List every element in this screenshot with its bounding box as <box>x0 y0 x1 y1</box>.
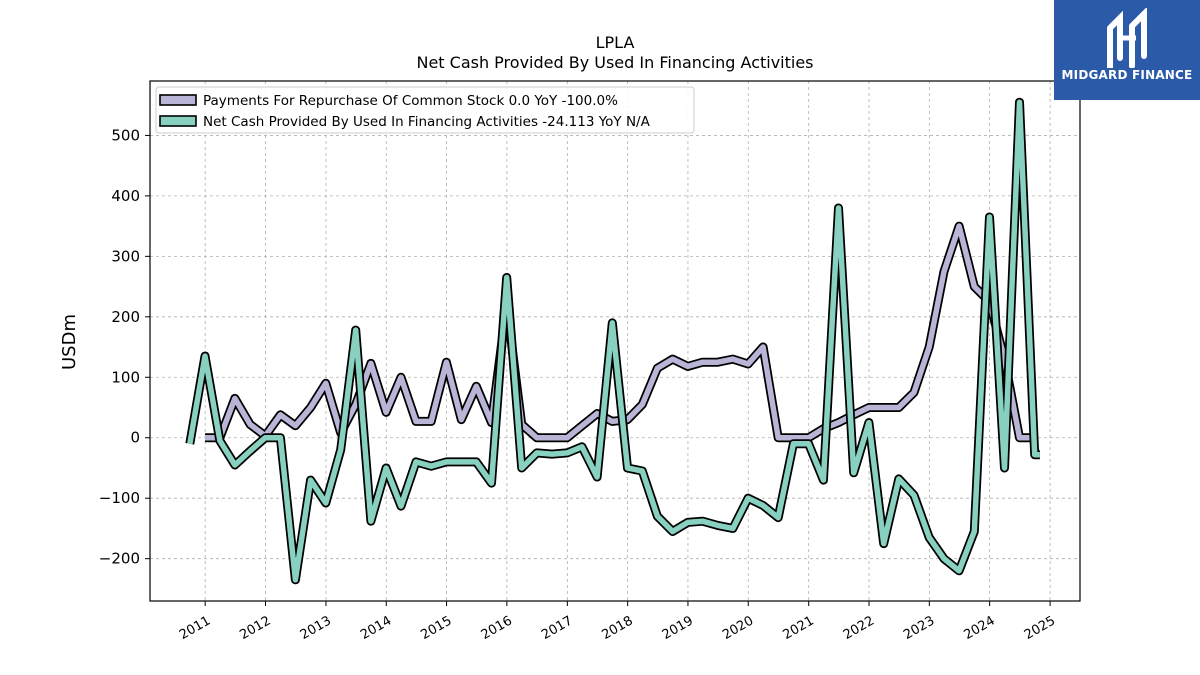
y-tick-label: 200 <box>111 308 140 326</box>
legend-label: Net Cash Provided By Used In Financing A… <box>203 114 651 130</box>
x-tick-label: 2019 <box>660 613 696 643</box>
x-tick-label: 2022 <box>841 613 877 643</box>
y-tick-label: −200 <box>99 550 140 568</box>
y-axis-label: USDm <box>59 314 80 370</box>
y-tick-label: 100 <box>111 368 140 386</box>
x-tick-label: 2017 <box>539 613 575 643</box>
brand-logo-icon <box>1107 8 1147 68</box>
x-tick-label: 2013 <box>298 613 334 643</box>
legend-swatch <box>159 94 197 106</box>
x-tick-label: 2012 <box>237 613 273 643</box>
x-tick-label: 2015 <box>418 613 454 643</box>
series-2 <box>185 97 1040 585</box>
y-axis-ticks: −200 −100 0 100 200 300 400 500 <box>99 126 150 568</box>
x-tick-label: 2025 <box>1022 613 1058 643</box>
x-tick-label: 2020 <box>720 613 756 643</box>
chart-subtitle: Net Cash Provided By Used In Financing A… <box>416 53 813 72</box>
y-tick-label: −100 <box>99 489 140 507</box>
y-tick-label: 400 <box>111 187 140 205</box>
legend: Payments For Repurchase Of Common Stock … <box>155 86 695 134</box>
series-layer <box>185 97 1040 585</box>
x-tick-label: 2014 <box>358 613 394 643</box>
legend-frame <box>155 86 695 134</box>
x-tick-label: 2024 <box>961 613 997 643</box>
x-axis-ticks: 2011 2012 2013 2014 2015 2016 2017 2018 2019 2020… <box>177 601 1058 643</box>
plot-frame <box>149 80 1081 602</box>
x-tick-label: 2011 <box>177 613 213 643</box>
legend-label: Payments For Repurchase Of Common Stock … <box>203 93 618 109</box>
series-2-line <box>187 99 1040 583</box>
y-tick-label: 300 <box>111 247 140 265</box>
y-tick-label: 0 <box>130 429 140 447</box>
brand-watermark: MIDGARD FINANCE <box>1054 0 1200 100</box>
x-tick-label: 2016 <box>479 613 515 643</box>
x-tick-label: 2018 <box>599 613 635 643</box>
chart-title: LPLA <box>596 33 635 52</box>
legend-swatch <box>159 115 197 127</box>
x-tick-label: 2023 <box>901 613 937 643</box>
brand-name: MIDGARD FINANCE <box>1061 68 1193 82</box>
x-tick-label: 2021 <box>781 613 817 643</box>
y-tick-label: 500 <box>111 126 140 144</box>
